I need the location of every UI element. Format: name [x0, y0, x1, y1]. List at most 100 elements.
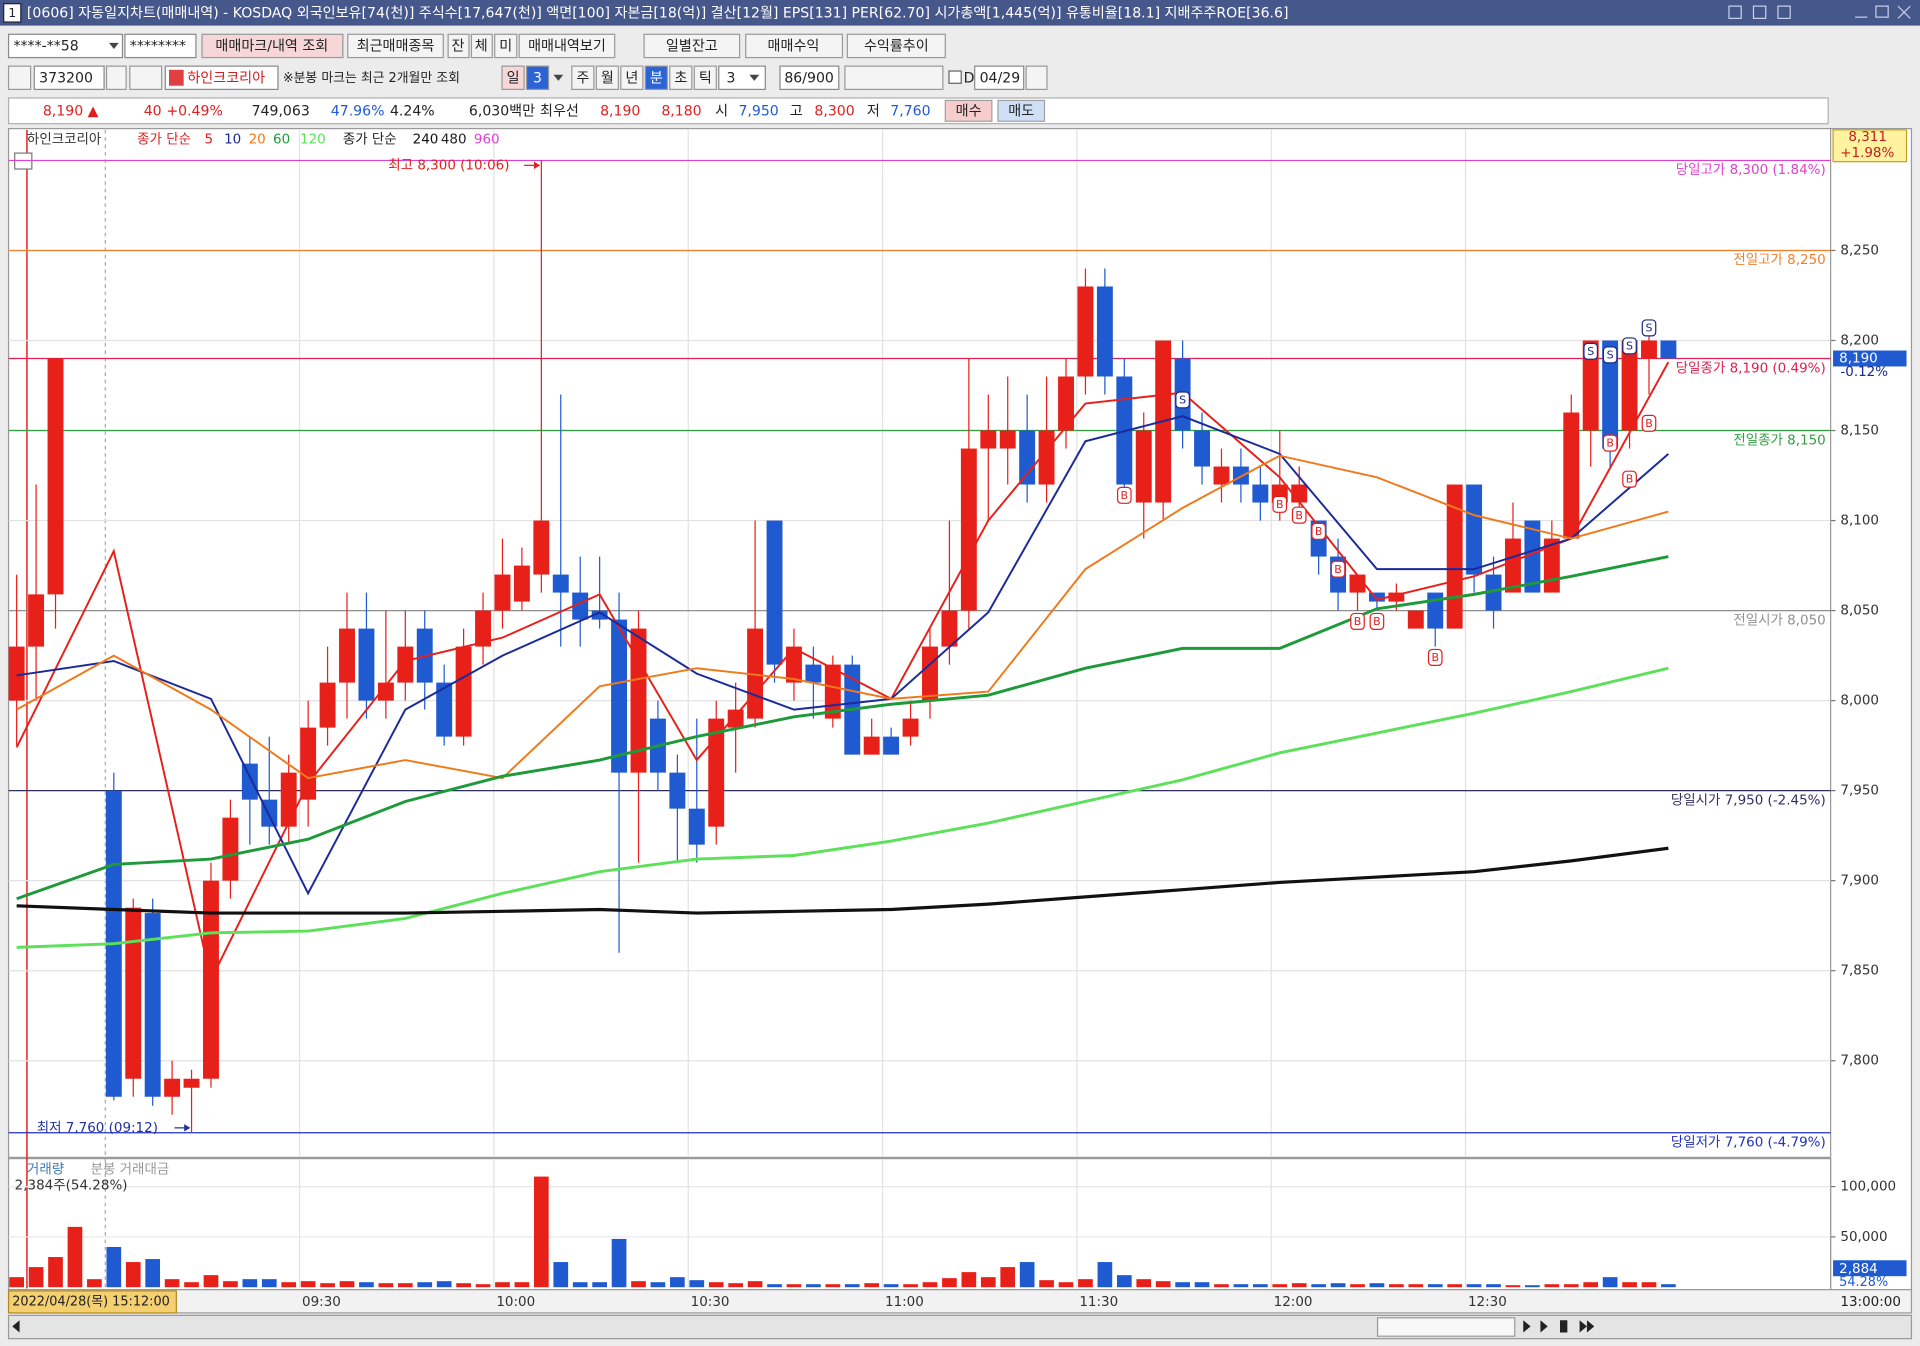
button[interactable] — [643, 33, 741, 59]
scrollbar[interactable] — [7, 1314, 1913, 1340]
control-icon[interactable] — [1777, 5, 1791, 19]
candle-body — [533, 520, 550, 575]
candle-body — [377, 682, 394, 701]
candle-body — [1135, 430, 1152, 503]
volume-bar — [1194, 1282, 1210, 1288]
volume-bar — [1058, 1282, 1074, 1288]
top-tag-rate: +1.98% — [1840, 145, 1894, 161]
trade-mark-label: S — [1587, 345, 1594, 358]
control-icon[interactable] — [1752, 5, 1767, 19]
count-input[interactable] — [779, 65, 840, 91]
volume-bar — [1661, 1284, 1676, 1288]
volume-bar — [1641, 1282, 1657, 1288]
sound-button[interactable] — [129, 65, 163, 91]
period-button[interactable] — [501, 65, 525, 91]
volume-bar — [378, 1283, 394, 1288]
code-input[interactable] — [33, 65, 105, 91]
y-tick-label: 8,150 — [1840, 423, 1879, 439]
trade-mark — [1602, 434, 1618, 452]
candle-body — [902, 718, 919, 737]
candle-body — [300, 727, 317, 800]
maximize-button[interactable] — [1875, 5, 1889, 18]
trade-mark — [1116, 486, 1132, 504]
button-label: 수익률추이 — [864, 39, 929, 55]
quote-ratio: 47.96% — [331, 103, 385, 119]
volume-bar — [689, 1280, 705, 1288]
button[interactable] — [518, 33, 616, 59]
icon-button[interactable] — [7, 65, 32, 91]
last-price-tag — [1833, 350, 1907, 367]
scroll-thumb[interactable] — [1376, 1317, 1516, 1337]
period-button[interactable] — [595, 65, 619, 91]
date-text: 04/29 — [980, 70, 1021, 86]
period-button[interactable] — [669, 65, 693, 91]
buy-button[interactable] — [944, 99, 993, 122]
volume-bar — [592, 1282, 607, 1288]
volume-bar — [359, 1282, 374, 1288]
trade-mark — [1291, 506, 1307, 524]
volume-subtitle: 분봉 거래대금 — [91, 1162, 170, 1178]
volume-bar — [1505, 1285, 1521, 1288]
name-box[interactable] — [164, 65, 279, 91]
volume-bar — [883, 1284, 899, 1288]
y-tick-label: 7,900 — [1840, 873, 1879, 889]
volume-bar — [1544, 1284, 1560, 1288]
window-controls[interactable] — [1728, 5, 1911, 19]
scroll-controls[interactable] — [1523, 1320, 1595, 1333]
day-count-box[interactable] — [525, 65, 550, 91]
volume-bar — [1389, 1284, 1404, 1288]
period-button[interactable] — [693, 65, 717, 91]
quote-turnover: 4.24% — [390, 103, 435, 119]
search-button[interactable] — [105, 65, 127, 91]
candle-body — [1368, 592, 1385, 602]
password-input[interactable] — [124, 33, 197, 59]
dropdown-arrow[interactable] — [553, 74, 564, 81]
volume-bar — [670, 1277, 685, 1288]
period-button[interactable] — [644, 65, 668, 91]
interval-input[interactable] — [718, 65, 766, 91]
quote-bid: 8,180 — [661, 103, 701, 119]
x-tick-label: 11:30 — [1079, 1294, 1118, 1310]
button[interactable] — [745, 33, 844, 59]
last-price-rate: -0.12% — [1840, 364, 1888, 380]
sell-button[interactable] — [997, 99, 1046, 122]
dropdown-arrow[interactable] — [749, 74, 760, 81]
stock-name: 하인크코리아 — [187, 70, 265, 86]
candle-body — [727, 709, 744, 728]
date-input[interactable] — [974, 65, 1025, 91]
candle-body — [280, 772, 297, 827]
panel-icon[interactable] — [14, 152, 33, 170]
button[interactable] — [447, 33, 470, 59]
control-icon[interactable] — [1728, 5, 1742, 19]
trade-mark — [1369, 612, 1385, 630]
volume-bar — [708, 1282, 724, 1288]
dropdown-arrow[interactable] — [108, 42, 119, 49]
close-button[interactable] — [1897, 5, 1911, 19]
candle-body — [863, 736, 880, 755]
period-button[interactable] — [620, 65, 644, 91]
tool-buttons[interactable] — [844, 65, 944, 91]
period-button[interactable] — [571, 65, 595, 91]
candle-body — [1213, 466, 1230, 485]
volume-bar — [1466, 1284, 1482, 1288]
y-tick-label: 7,800 — [1840, 1053, 1879, 1069]
scroll-left[interactable] — [12, 1320, 20, 1333]
trade-mark-label: S — [1626, 340, 1633, 353]
checkbox[interactable] — [948, 70, 962, 84]
candle-body — [125, 907, 142, 1079]
candle-body — [1485, 574, 1502, 611]
button[interactable] — [201, 33, 344, 59]
volume-bar — [1214, 1284, 1229, 1288]
candle-body — [8, 646, 25, 701]
top-tag-value: 8,311 — [1848, 129, 1887, 145]
volume-bar — [942, 1278, 957, 1288]
volume-bar — [631, 1281, 646, 1288]
calendar-button[interactable] — [1025, 65, 1048, 91]
account-input[interactable] — [7, 33, 124, 59]
button[interactable] — [846, 33, 946, 59]
button[interactable] — [347, 33, 444, 59]
button[interactable] — [470, 33, 493, 59]
volume-bar — [184, 1282, 199, 1288]
button[interactable] — [494, 33, 518, 59]
trade-mark-label: B — [1606, 437, 1614, 450]
